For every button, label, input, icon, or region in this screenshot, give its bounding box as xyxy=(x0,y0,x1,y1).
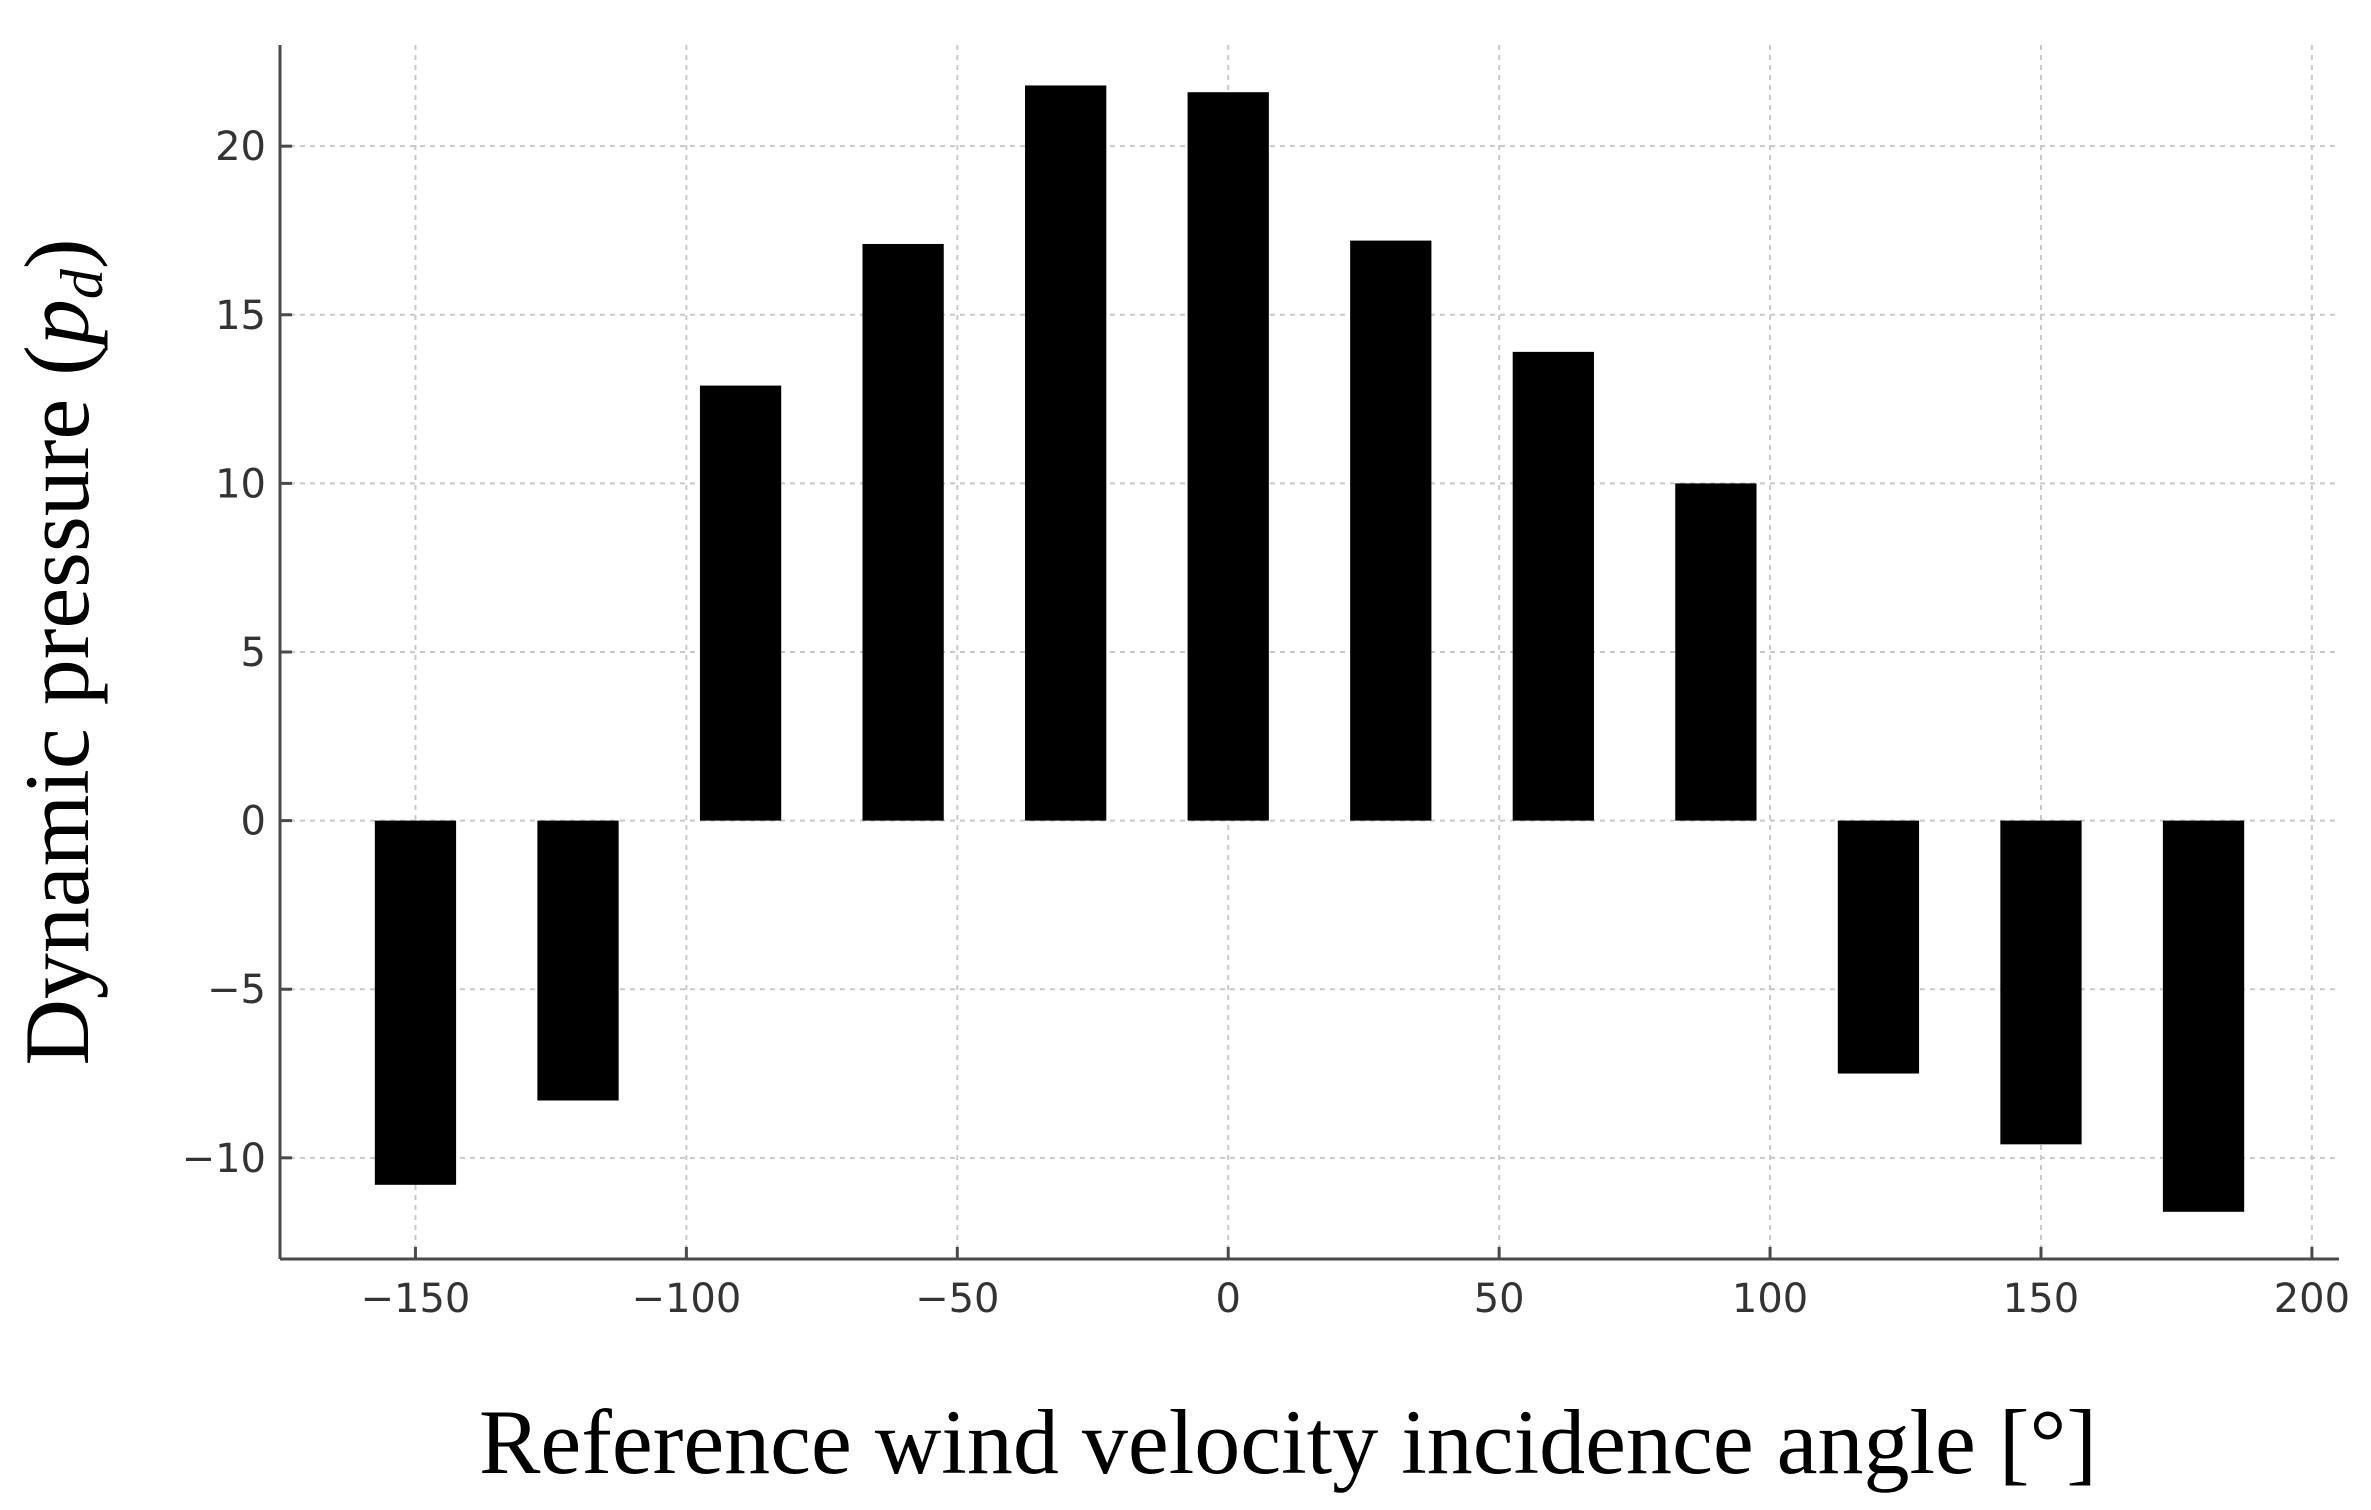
bars xyxy=(374,85,2245,1212)
y-axis-title-subscript: d xyxy=(49,268,115,299)
y-tick-label: 15 xyxy=(215,293,266,339)
bar xyxy=(1350,240,1432,821)
y-tick-label: −5 xyxy=(207,967,266,1013)
bar xyxy=(1187,92,1269,821)
y-axis-title-close: ) xyxy=(6,238,108,269)
bar xyxy=(2000,820,2082,1145)
x-tick-label: −100 xyxy=(631,1276,741,1322)
bar xyxy=(537,820,619,1101)
bar xyxy=(1675,483,1757,821)
x-axis-title: Reference wind velocity incidence angle … xyxy=(479,1391,2097,1493)
x-tick-label: 0 xyxy=(1215,1276,1240,1322)
x-tick-label: 150 xyxy=(2003,1276,2079,1322)
y-tick-label: 0 xyxy=(241,799,266,845)
bar xyxy=(1837,820,1920,1074)
y-tick-label: −10 xyxy=(182,1136,266,1182)
bar xyxy=(699,385,782,821)
x-tick-label: 100 xyxy=(1732,1276,1808,1322)
x-tick-label: −50 xyxy=(915,1276,999,1322)
bar xyxy=(1025,85,1107,821)
y-axis-title-text: Dynamic pressure ( xyxy=(6,345,108,1065)
x-tick-label: 50 xyxy=(1474,1276,1525,1322)
y-axis-title: Dynamic pressure (pd) xyxy=(6,238,115,1065)
y-axis-title-symbol: p xyxy=(6,299,108,351)
bar xyxy=(374,820,457,1185)
x-tick-label: 200 xyxy=(2274,1276,2350,1322)
bar xyxy=(862,243,944,821)
y-tick-label: 5 xyxy=(241,630,266,676)
y-tick-label: 20 xyxy=(215,124,266,170)
x-tick-label: −150 xyxy=(361,1276,471,1322)
bar xyxy=(2162,820,2245,1212)
bar xyxy=(1512,351,1594,821)
y-tick-label: 10 xyxy=(215,461,266,507)
